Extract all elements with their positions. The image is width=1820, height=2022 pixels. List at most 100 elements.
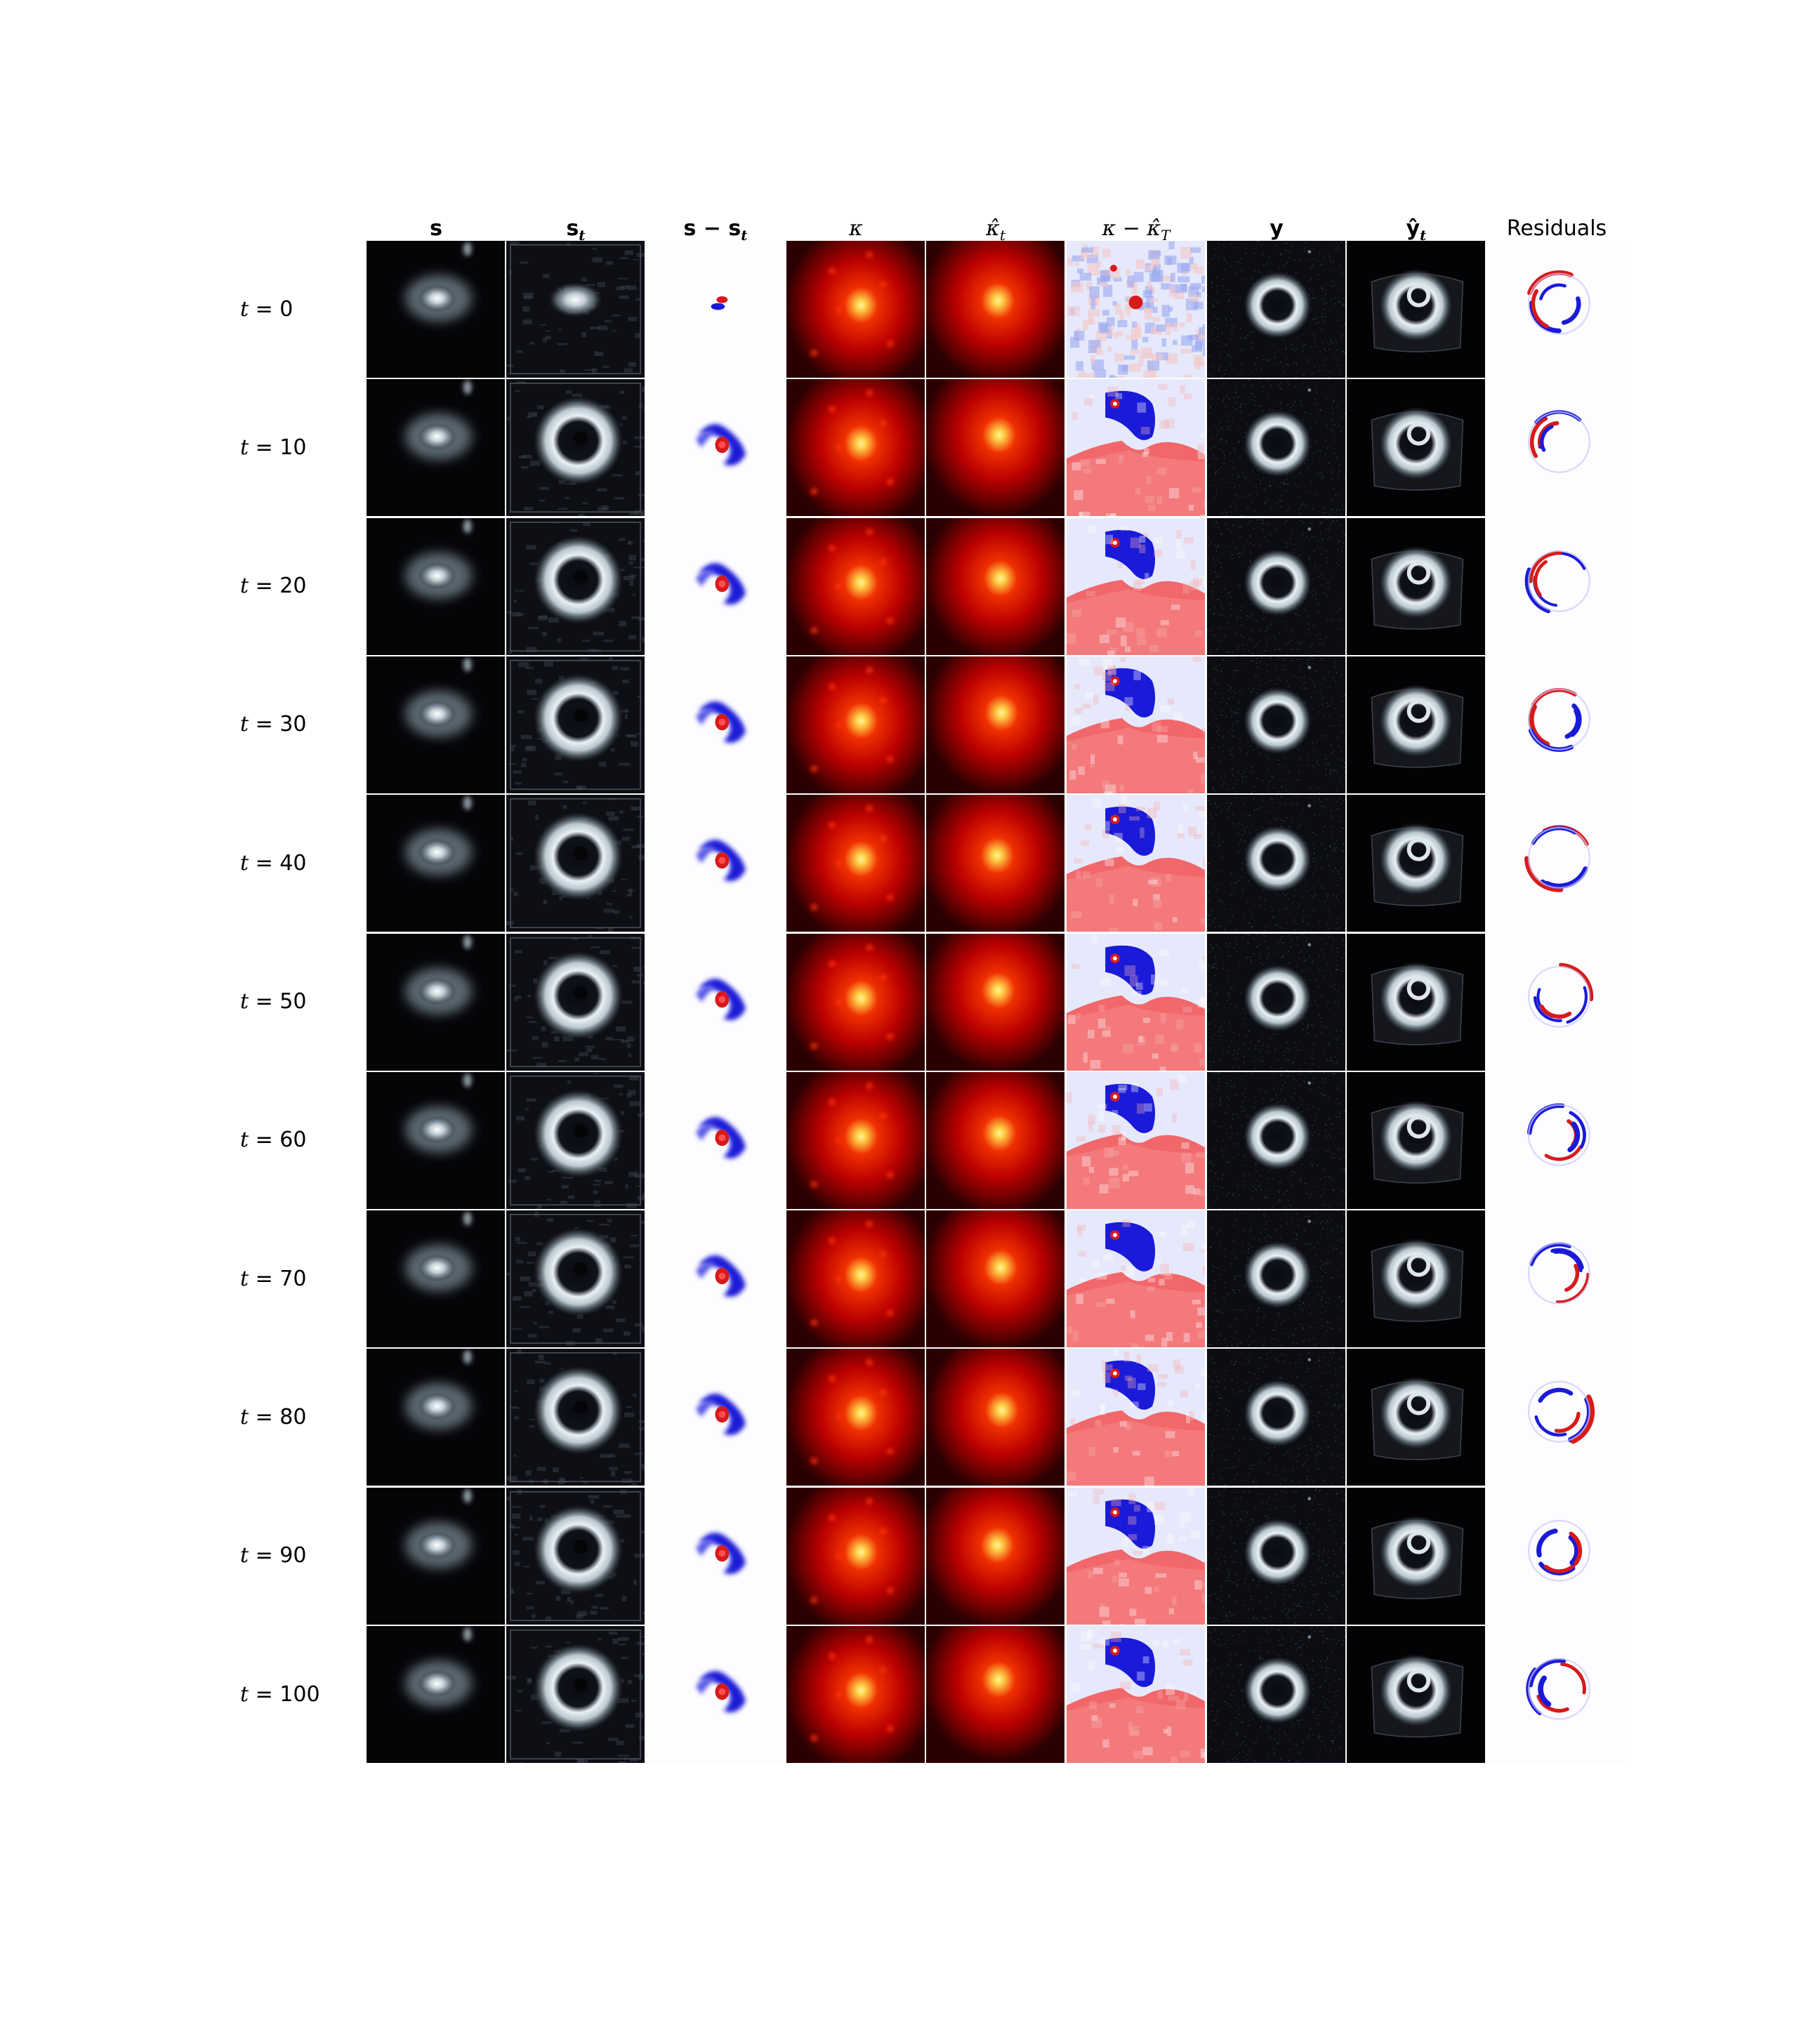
panel-s_t-t90 (506, 1487, 645, 1625)
panel-y_hat_t-t90 (1347, 1487, 1485, 1625)
panel-image (506, 1349, 645, 1486)
panel-kappa_minus_kappa_hat_T-t60 (1067, 1071, 1205, 1209)
panel-image (1207, 241, 1345, 378)
panel-image (1347, 1487, 1485, 1625)
panel-image (786, 1210, 925, 1348)
panel-image (367, 933, 505, 1071)
panel-y_hat_t-t30 (1347, 656, 1485, 793)
panel-image (926, 656, 1064, 793)
panel-image (1067, 656, 1205, 793)
panel-image (506, 379, 645, 517)
row-label-value: 20 (279, 574, 307, 599)
column-title-kappa: κ (786, 215, 925, 243)
panel-image (646, 656, 784, 793)
panel-image (367, 241, 505, 378)
panel-image (1487, 1071, 1626, 1209)
row-label-value: 80 (279, 1404, 307, 1429)
row-label-value: 0 (279, 296, 294, 322)
panel-y-t10 (1207, 379, 1345, 517)
row-label-t60: t = 60 (240, 1126, 306, 1154)
panel-kappa_hat_t-t10 (926, 379, 1064, 517)
panel-s_minus_s_t-t80 (646, 1349, 784, 1486)
panel-image (786, 1487, 925, 1625)
panel-s-t80 (367, 1349, 505, 1486)
panel-s_minus_s_t-t90 (646, 1487, 784, 1625)
panel-image (1067, 379, 1205, 517)
panel-image (367, 1071, 505, 1209)
panel-image (1347, 241, 1485, 378)
panel-s-t60 (367, 1071, 505, 1209)
panel-kappa_hat_t-t40 (926, 795, 1064, 932)
row-label-var: t (240, 435, 249, 460)
panel-image (786, 1626, 925, 1763)
panel-image (1067, 933, 1205, 1071)
panel-image (1207, 656, 1345, 793)
panel-s_t-t80 (506, 1349, 645, 1486)
panel-image (1487, 795, 1626, 932)
panel-kappa_hat_t-t50 (926, 933, 1064, 1071)
panel-s_t-t50 (506, 933, 645, 1071)
panel-image (926, 1626, 1064, 1763)
panel-image (1487, 1487, 1626, 1625)
row-label-t0: t = 0 (240, 296, 293, 324)
row-label-eq: = (249, 1543, 280, 1568)
panel-image (1487, 933, 1626, 1071)
panel-image (1067, 1349, 1205, 1486)
panel-image (1347, 656, 1485, 793)
panel-s_t-t20 (506, 517, 645, 655)
row-label-t10: t = 10 (240, 434, 306, 462)
panel-s_minus_s_t-t50 (646, 933, 784, 1071)
panel-y_hat_t-t10 (1347, 379, 1485, 517)
panel-image (1487, 1626, 1626, 1763)
panel-s_minus_s_t-t30 (646, 656, 784, 793)
row-label-eq: = (249, 1404, 280, 1429)
panel-s_minus_s_t-t70 (646, 1210, 784, 1348)
column-title-y_hat_t: ŷt (1347, 215, 1486, 244)
panel-image (367, 1487, 505, 1625)
column-title-s: s (367, 215, 506, 243)
panel-image (926, 517, 1064, 655)
panel-image (786, 795, 925, 932)
column-title-subscript: t (579, 227, 586, 244)
panel-residuals-t0 (1487, 241, 1626, 378)
panel-kappa-t80 (786, 1349, 925, 1486)
panel-kappa_hat_t-t90 (926, 1487, 1064, 1625)
row-label-var: t (240, 296, 249, 322)
panel-image (926, 241, 1064, 378)
panel-image (926, 1071, 1064, 1209)
panel-image (646, 379, 784, 517)
panel-kappa_hat_t-t20 (926, 517, 1064, 655)
panel-image (1347, 1349, 1485, 1486)
panel-image (1207, 1487, 1345, 1625)
panel-kappa_minus_kappa_hat_T-t10 (1067, 379, 1205, 517)
panel-image (1347, 1210, 1485, 1348)
panel-residuals-t60 (1487, 1071, 1626, 1209)
panel-y_hat_t-t50 (1347, 933, 1485, 1071)
row-label-var: t (240, 1266, 249, 1291)
panel-image (506, 933, 645, 1071)
panel-image (786, 1071, 925, 1209)
row-label-t50: t = 50 (240, 988, 306, 1016)
panel-kappa_hat_t-t60 (926, 1071, 1064, 1209)
panel-kappa_minus_kappa_hat_T-t80 (1067, 1349, 1205, 1486)
panel-image (506, 241, 645, 378)
panel-s_t-t30 (506, 656, 645, 793)
panel-image (1347, 379, 1485, 517)
row-label-eq: = (249, 1128, 280, 1153)
panel-kappa_hat_t-t30 (926, 656, 1064, 793)
panel-image (1207, 795, 1345, 932)
row-label-t100: t = 100 (240, 1681, 320, 1709)
panel-image (1487, 656, 1626, 793)
panel-y-t30 (1207, 656, 1345, 793)
panel-image (1067, 1487, 1205, 1625)
panel-image (1207, 1626, 1345, 1763)
row-label-var: t (240, 1681, 249, 1707)
panel-image (1067, 241, 1205, 378)
panel-kappa-t30 (786, 656, 925, 793)
panel-y_hat_t-t80 (1347, 1349, 1485, 1486)
panel-image (1487, 241, 1626, 378)
panel-image (506, 1210, 645, 1348)
panel-image (786, 241, 925, 378)
panel-kappa_minus_kappa_hat_T-t100 (1067, 1626, 1205, 1763)
